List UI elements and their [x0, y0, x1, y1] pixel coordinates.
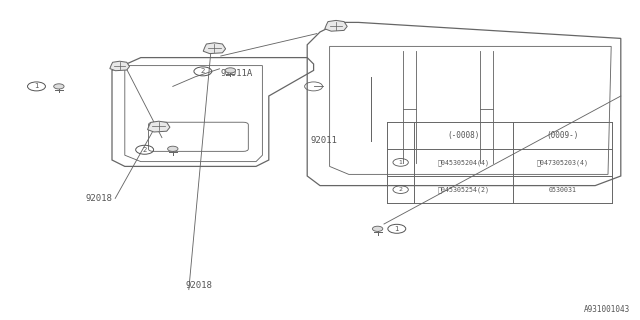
Text: (0009-): (0009-)	[547, 131, 579, 140]
Text: 1: 1	[394, 226, 399, 232]
Text: 2: 2	[143, 147, 147, 153]
Polygon shape	[325, 20, 347, 31]
Circle shape	[54, 84, 64, 89]
Text: 2: 2	[399, 187, 403, 192]
Polygon shape	[204, 43, 226, 53]
Text: 1: 1	[34, 84, 39, 89]
Circle shape	[168, 146, 178, 151]
Polygon shape	[148, 121, 170, 132]
Text: 2: 2	[201, 68, 205, 74]
Text: Ⓜ045305204(4): Ⓜ045305204(4)	[438, 159, 490, 166]
Text: 0530031: 0530031	[549, 187, 577, 193]
Text: 92018: 92018	[186, 281, 212, 290]
Polygon shape	[110, 61, 129, 71]
Text: 92011: 92011	[310, 136, 337, 145]
Text: Ⓜ047305203(4): Ⓜ047305203(4)	[537, 159, 589, 166]
Text: 1: 1	[399, 160, 403, 165]
Text: 92018: 92018	[85, 194, 112, 203]
Text: A931001043: A931001043	[584, 305, 630, 314]
Circle shape	[372, 226, 383, 231]
Text: 92011A: 92011A	[221, 69, 253, 78]
Text: (-0008): (-0008)	[447, 131, 480, 140]
Text: Ⓜ045305254(2): Ⓜ045305254(2)	[438, 186, 490, 193]
Circle shape	[225, 68, 236, 73]
